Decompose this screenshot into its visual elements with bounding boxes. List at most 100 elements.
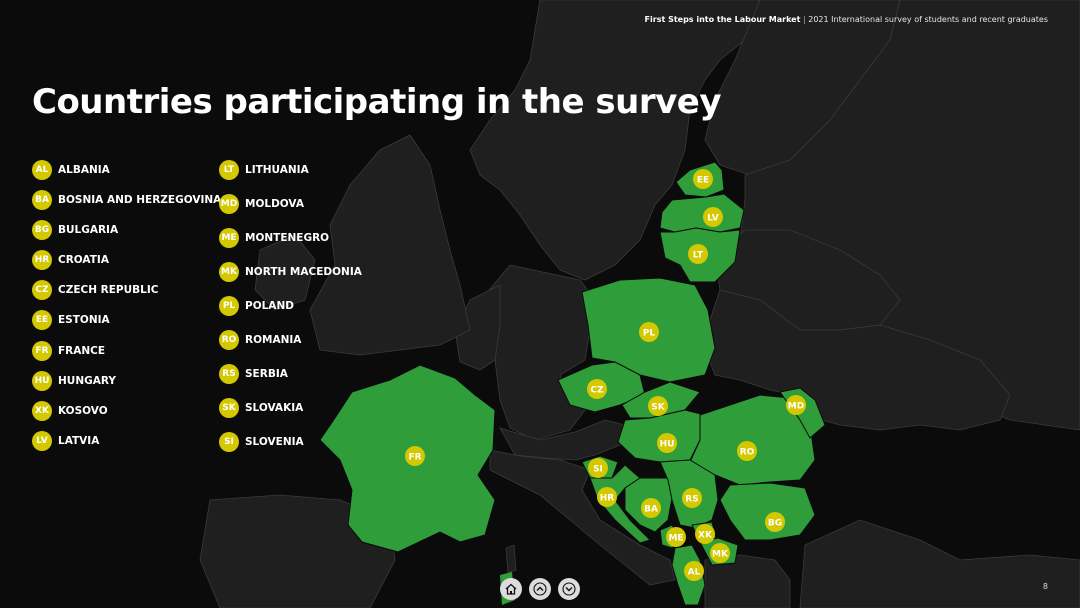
chevron-down-icon — [562, 582, 576, 596]
page-title: Countries participating in the survey — [32, 82, 722, 122]
map-label-bg: BG — [768, 518, 782, 528]
country-code-badge: SI — [219, 432, 239, 452]
legend-item: ME MONTENEGRO — [219, 228, 362, 248]
legend-item: RO ROMANIA — [219, 330, 362, 350]
map-label-marker — [684, 561, 704, 581]
country-name: HUNGARY — [58, 374, 116, 387]
country-name: SLOVENIA — [245, 436, 304, 448]
country-name: BOSNIA AND HERZEGOVINA — [58, 194, 222, 207]
map-label-lv: LV — [707, 213, 718, 223]
country-code-badge: BG — [32, 220, 52, 241]
map-label-marker — [682, 488, 702, 508]
map-label-marker — [693, 169, 713, 189]
map-label-marker — [639, 322, 659, 342]
country-name: ROMANIA — [245, 334, 302, 346]
country-name: BULGARIA — [58, 224, 119, 237]
map-label-hu: HU — [660, 439, 675, 449]
country-name: POLAND — [245, 300, 294, 312]
map-label-fr: FR — [408, 452, 421, 462]
legend-item: CZ CZECH REPUBLIC — [32, 280, 221, 301]
map-label-marker — [710, 543, 730, 563]
country-name: LITHUANIA — [245, 164, 309, 176]
map-label-marker — [587, 379, 607, 399]
country-name: CZECH REPUBLIC — [58, 284, 159, 297]
map-label-si: SI — [593, 464, 603, 474]
country-name: KOSOVO — [58, 404, 108, 417]
map-label-hr: HR — [600, 493, 615, 503]
country-code-badge: FR — [32, 340, 52, 361]
greece-land — [704, 554, 791, 608]
legend-item: XK KOSOVO — [32, 400, 221, 421]
italy-land — [489, 449, 676, 586]
turkey-land — [799, 519, 1080, 608]
legend-item: SK SLOVAKIA — [219, 398, 362, 418]
legend-right: LT LITHUANIA MD MOLDOVA ME MONTENEGRO MK NORTH … — [219, 160, 362, 466]
legend-item: SI SLOVENIA — [219, 432, 362, 452]
map-label-rs: RS — [685, 494, 698, 504]
map-label-marker — [786, 395, 806, 415]
country-name: ALBANIA — [58, 164, 110, 176]
country-code-badge: HR — [32, 250, 52, 271]
home-icon — [505, 583, 517, 595]
map-label-sk: SK — [651, 402, 665, 412]
map-label-marker — [765, 512, 785, 532]
map-label-marker — [588, 458, 608, 478]
country-lv — [659, 193, 745, 233]
legend-item: MK NORTH MACEDONIA — [219, 262, 362, 282]
country-code-badge: PL — [219, 296, 239, 316]
map-label-me: ME — [668, 533, 683, 543]
country-code-badge: SK — [219, 398, 239, 418]
map-label-ba: BA — [644, 504, 658, 514]
map-label-marker — [405, 446, 425, 466]
ireland-land — [254, 234, 316, 311]
country-code-badge: ME — [219, 228, 239, 248]
map-label-cz: CZ — [590, 385, 604, 395]
home-button[interactable] — [500, 578, 522, 600]
country-code-badge: CZ — [32, 280, 52, 301]
map-label-marker — [648, 396, 668, 416]
map-label-ee: EE — [697, 175, 709, 185]
legend-item: LT LITHUANIA — [219, 160, 362, 180]
next-button[interactable] — [558, 578, 580, 600]
legend-item: RS SERBIA — [219, 364, 362, 384]
legend-item: HU HUNGARY — [32, 370, 221, 391]
country-code-badge: LV — [32, 430, 52, 451]
country-code-badge: RS — [219, 364, 239, 384]
legend-item: AL ALBANIA — [32, 160, 221, 180]
map-labels: EE LV LT PL CZ SK HU RO MD FR SI HR BA RS BG ME XK MK AL — [405, 169, 806, 581]
header-title: First Steps into the Labour Market — [644, 15, 801, 24]
country-name: SERBIA — [245, 368, 288, 380]
page-number: 8 — [1042, 582, 1048, 591]
map-label-pl: PL — [643, 328, 656, 338]
previous-button[interactable] — [529, 578, 551, 600]
map-label-marker — [688, 244, 708, 264]
country-code-badge: XK — [32, 400, 52, 421]
legend-item: BG BULGARIA — [32, 220, 221, 241]
country-name: MONTENEGRO — [245, 232, 330, 244]
map-label-ro: RO — [740, 447, 755, 457]
header: First Steps into the Labour Market | 202… — [645, 15, 1048, 24]
map-label-al: AL — [688, 567, 701, 577]
country-hr — [589, 464, 651, 544]
map-label-marker — [737, 441, 757, 461]
map-label-xk: XK — [698, 530, 713, 540]
map-label-marker — [597, 487, 617, 507]
map-label-lt: LT — [693, 250, 704, 260]
legend-item: BA BOSNIA AND HERZEGOVINA — [32, 190, 222, 211]
iberia-land — [199, 494, 396, 608]
map-label-marker — [657, 433, 677, 453]
country-name: FRANCE — [58, 344, 106, 357]
country-name: SLOVAKIA — [245, 402, 304, 414]
map-label-marker — [695, 524, 715, 544]
uk-land — [309, 134, 471, 356]
country-code-badge: LT — [219, 160, 239, 180]
country-name: NORTH MACEDONIA — [245, 266, 362, 278]
country-code-badge: AL — [32, 160, 52, 180]
legend-item: LV LATVIA — [32, 430, 221, 451]
country-code-badge: RO — [219, 330, 239, 350]
scandinavia-land — [469, 0, 761, 281]
header-subtitle: 2021 International survey of students an… — [808, 15, 1048, 24]
ukraine-land — [704, 289, 1011, 431]
country-name: MOLDOVA — [245, 198, 304, 210]
